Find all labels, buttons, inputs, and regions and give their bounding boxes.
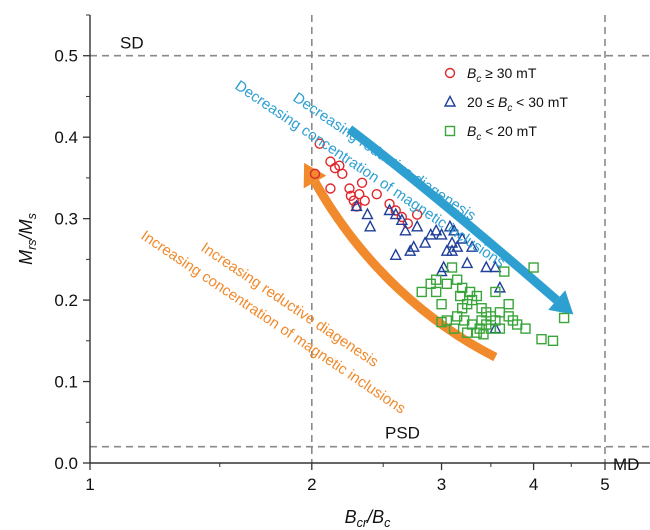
data-point: [363, 219, 377, 232]
data-point: [395, 213, 409, 225]
data-point: [325, 183, 336, 194]
data-points: [309, 138, 570, 347]
x-tick-label: 3: [437, 475, 446, 494]
data-point: [490, 315, 501, 326]
data-point: [445, 244, 459, 256]
data-point: [371, 188, 382, 200]
data-point: [478, 329, 489, 340]
series-2: [416, 262, 570, 347]
x-tick-label: 2: [307, 475, 316, 494]
data-point: [389, 248, 402, 260]
data-point: [390, 205, 401, 216]
axis-titles: Bcr​/Bc​ Mrs​/Ms​: [16, 212, 391, 530]
data-point: [430, 223, 443, 236]
y-tick-label: 0.3: [54, 210, 78, 229]
data-point: [460, 256, 474, 269]
region-lines: [90, 15, 650, 463]
legend-marker: [443, 94, 457, 107]
y-tick-label: 0.0: [54, 454, 78, 473]
trend-arrow-head: [548, 290, 574, 315]
y-tick-label: 0.5: [54, 47, 78, 66]
data-point: [361, 207, 374, 220]
trend-arrow-head: [303, 162, 327, 189]
data-point: [471, 327, 483, 338]
data-point: [441, 278, 453, 289]
data-point: [359, 195, 370, 206]
legend-label: Bc​ < 20 mT: [467, 123, 537, 143]
data-point: [418, 236, 432, 248]
legend-marker: [444, 125, 456, 137]
data-point: [471, 290, 483, 302]
x-tick-label: 1: [85, 475, 94, 494]
data-point: [447, 223, 461, 236]
x-axis-title: Bcr​/Bc​: [345, 507, 392, 530]
data-point: [384, 198, 395, 210]
data-point: [309, 168, 321, 180]
data-point: [430, 274, 442, 285]
data-point: [435, 227, 448, 240]
data-point: [399, 223, 412, 236]
y-tick-label: 0.4: [54, 128, 78, 147]
data-point: [450, 240, 464, 252]
annotation-orange-1: Increasing reductive diagenesis: [198, 239, 382, 371]
y-tick-label: 0.1: [54, 373, 78, 392]
data-point: [435, 264, 448, 277]
trend-arrows: [303, 125, 574, 362]
data-point: [416, 286, 427, 298]
axis-ticks: 0.0 0.1 0.2 0.3 0.4 0.5 1 2 3 4 5: [54, 14, 610, 494]
data-point: [536, 333, 547, 345]
region-label-sd: SD: [120, 34, 144, 53]
y-axis-title: Mrs​/Ms​: [16, 212, 39, 265]
legend-label: Bc​ ≥ 30 mT: [467, 65, 537, 85]
data-point: [314, 138, 325, 149]
data-point: [407, 240, 420, 252]
data-point: [436, 316, 447, 328]
legend: Bc​ ≥ 30 mT 20 ≤ Bc​ < 30 mT Bc​ < 20 mT: [443, 65, 568, 143]
data-point: [448, 323, 460, 334]
data-point: [396, 211, 408, 223]
data-point: [344, 183, 355, 194]
data-point: [490, 286, 501, 298]
data-point: [337, 168, 348, 180]
data-point: [446, 262, 458, 273]
data-point: [443, 219, 457, 232]
legend-label: 20 ≤ Bc​ < 30 mT: [467, 94, 568, 114]
series-1: [350, 199, 507, 334]
data-point: [528, 262, 539, 273]
data-point: [350, 199, 363, 212]
data-point: [411, 219, 424, 232]
data-point: [383, 203, 396, 216]
data-point: [499, 266, 510, 277]
data-point: [489, 260, 502, 273]
data-point: [354, 188, 365, 200]
region-label-md: MD: [613, 455, 639, 474]
region-label-psd: PSD: [385, 424, 420, 443]
data-point: [389, 207, 402, 220]
y-tick-label: 0.2: [54, 291, 78, 310]
data-point: [465, 240, 479, 252]
data-point: [558, 312, 570, 324]
data-point: [456, 303, 468, 314]
data-point: [547, 335, 559, 347]
legend-marker: [444, 67, 456, 79]
data-point: [503, 298, 514, 310]
trend-arrow-shaft: [346, 125, 560, 304]
data-point: [480, 260, 493, 273]
data-point: [356, 177, 368, 188]
data-point: [476, 315, 487, 326]
data-point: [436, 298, 447, 310]
data-point: [520, 323, 531, 334]
data-point: [411, 209, 423, 220]
data-point: [454, 290, 466, 302]
data-point: [402, 218, 414, 229]
data-point: [430, 286, 442, 298]
x-tick-label: 5: [600, 475, 609, 494]
data-point: [456, 231, 469, 244]
series-0: [309, 138, 423, 229]
x-tick-label: 4: [529, 475, 538, 494]
trend-arrow-shaft: [311, 179, 498, 362]
data-point: [441, 315, 453, 326]
plot-frame: [89, 15, 650, 464]
